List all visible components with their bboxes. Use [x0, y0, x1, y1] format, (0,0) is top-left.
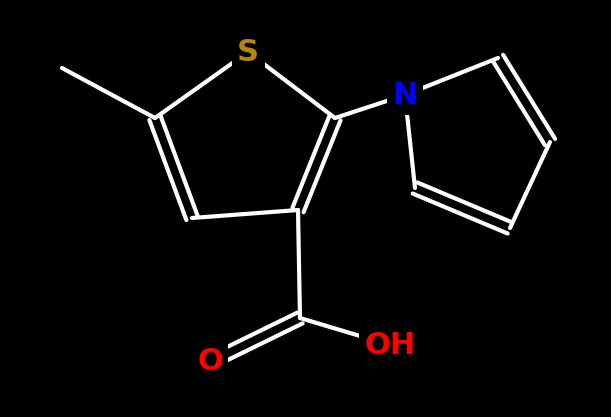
Text: OH: OH: [364, 331, 415, 359]
Text: O: O: [197, 347, 223, 377]
Text: N: N: [392, 80, 418, 110]
Text: S: S: [237, 38, 259, 66]
